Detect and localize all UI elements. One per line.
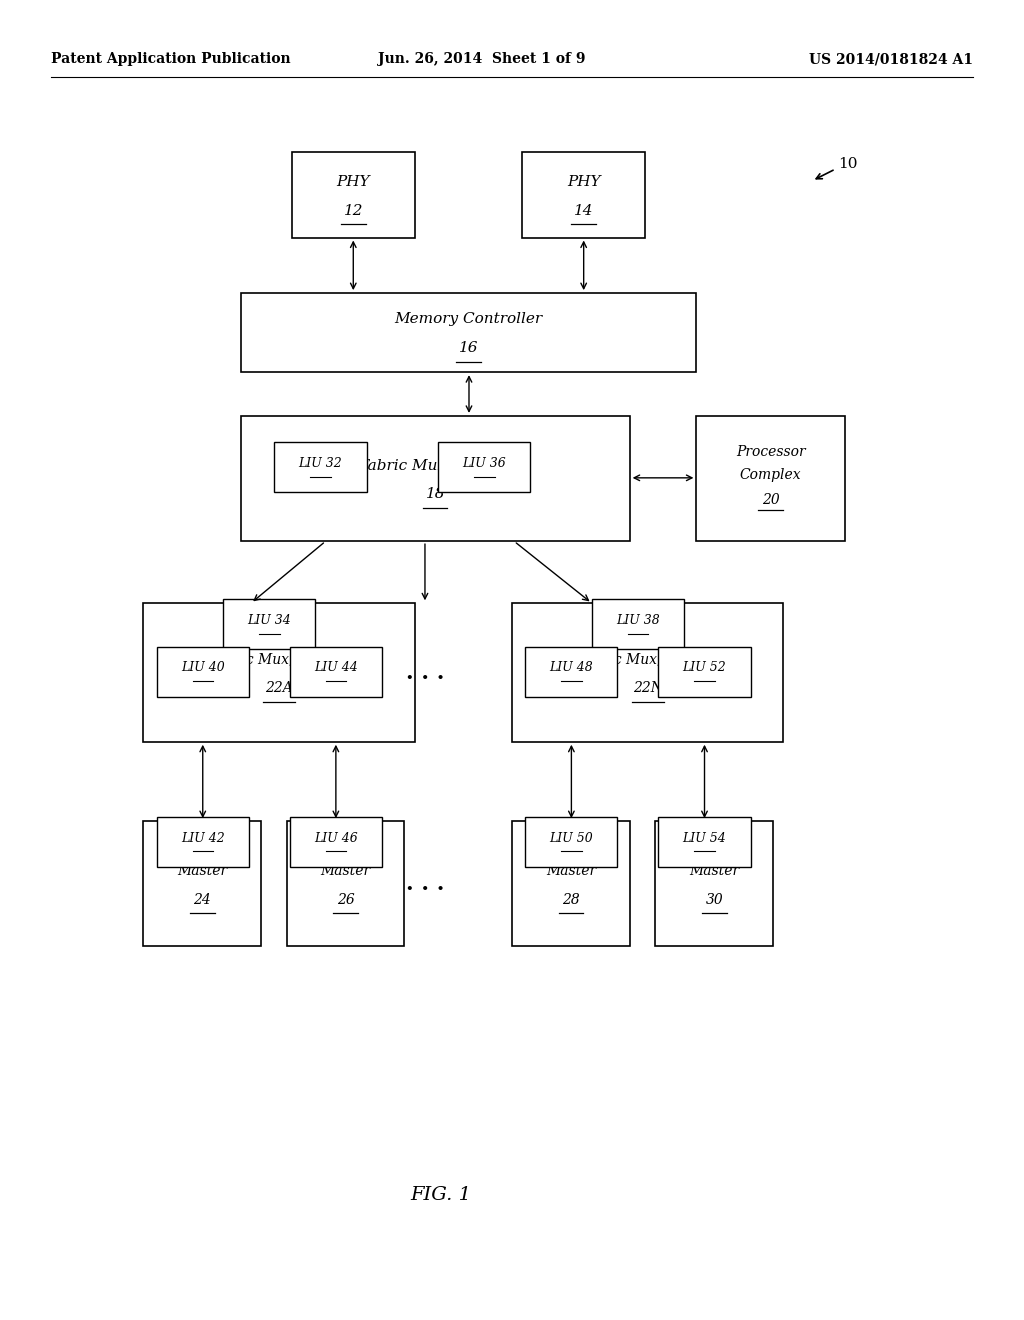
FancyBboxPatch shape [143,603,415,742]
Text: 28: 28 [562,892,580,907]
Text: 26: 26 [337,892,354,907]
Text: PHY: PHY [337,174,370,189]
Text: . . .: . . . [406,874,444,895]
FancyBboxPatch shape [525,817,617,867]
Text: 12: 12 [343,203,364,218]
Text: 20: 20 [762,492,779,507]
Text: 30: 30 [706,892,723,907]
Text: 14: 14 [573,203,594,218]
Text: Jun. 26, 2014  Sheet 1 of 9: Jun. 26, 2014 Sheet 1 of 9 [378,53,585,66]
FancyBboxPatch shape [143,821,261,946]
FancyBboxPatch shape [287,821,404,946]
Text: Processor: Processor [736,445,805,459]
Text: 10: 10 [838,157,857,170]
Text: LIU 34: LIU 34 [248,614,291,627]
Text: . . .: . . . [406,663,444,684]
FancyBboxPatch shape [696,416,845,541]
Text: FIG. 1: FIG. 1 [410,1185,471,1204]
Text: US 2014/0181824 A1: US 2014/0181824 A1 [809,53,973,66]
FancyBboxPatch shape [655,821,773,946]
Text: Master: Master [689,863,739,878]
Text: Master: Master [546,863,596,878]
Text: Master: Master [177,863,227,878]
FancyBboxPatch shape [157,817,249,867]
Text: Memory Controller: Memory Controller [394,313,543,326]
Text: 18: 18 [425,487,445,502]
Text: 22A: 22A [265,681,293,696]
Text: Fabric Mux, Level 1: Fabric Mux, Level 1 [578,652,718,667]
FancyBboxPatch shape [292,152,415,238]
Text: LIU 40: LIU 40 [181,661,224,675]
Text: LIU 46: LIU 46 [314,832,357,845]
Text: LIU 52: LIU 52 [683,661,726,675]
FancyBboxPatch shape [522,152,645,238]
Text: Fabric Mux, Level 0: Fabric Mux, Level 0 [358,458,512,473]
Text: LIU 48: LIU 48 [550,661,593,675]
FancyBboxPatch shape [290,647,382,697]
FancyBboxPatch shape [592,599,684,649]
Text: 16: 16 [459,342,478,355]
Text: LIU 32: LIU 32 [299,457,342,470]
Text: LIU 36: LIU 36 [463,457,506,470]
Text: Master: Master [321,863,371,878]
Text: LIU 50: LIU 50 [550,832,593,845]
Text: LIU 42: LIU 42 [181,832,224,845]
Text: Fabric Mux, Level 1: Fabric Mux, Level 1 [209,652,349,667]
FancyBboxPatch shape [512,821,630,946]
Text: Complex: Complex [739,467,802,482]
FancyBboxPatch shape [438,442,530,492]
Text: LIU 38: LIU 38 [616,614,659,627]
Text: 24: 24 [194,892,211,907]
FancyBboxPatch shape [241,416,630,541]
FancyBboxPatch shape [274,442,367,492]
FancyBboxPatch shape [241,293,696,372]
FancyBboxPatch shape [658,647,751,697]
FancyBboxPatch shape [290,817,382,867]
Text: 22N: 22N [633,681,663,696]
Text: Patent Application Publication: Patent Application Publication [51,53,291,66]
FancyBboxPatch shape [512,603,783,742]
Text: PHY: PHY [567,174,600,189]
FancyBboxPatch shape [157,647,249,697]
FancyBboxPatch shape [525,647,617,697]
FancyBboxPatch shape [658,817,751,867]
Text: LIU 54: LIU 54 [683,832,726,845]
Text: LIU 44: LIU 44 [314,661,357,675]
FancyBboxPatch shape [223,599,315,649]
